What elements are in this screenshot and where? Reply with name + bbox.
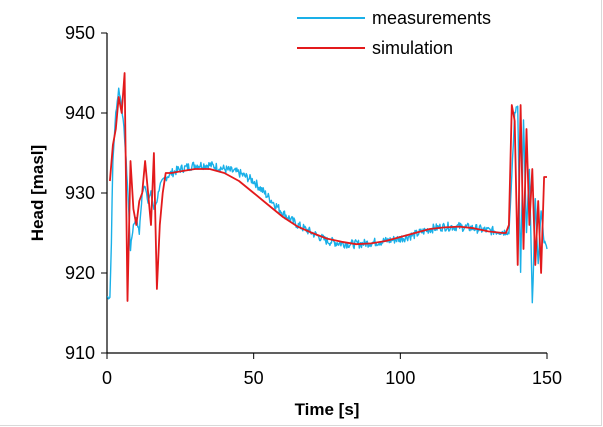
legend-label-measurements: measurements <box>372 8 491 28</box>
x-tick-label: 0 <box>102 368 112 388</box>
legend-label-simulation: simulation <box>372 38 453 58</box>
y-tick-label: 910 <box>65 343 95 363</box>
y-tick-label: 920 <box>65 263 95 283</box>
axes <box>101 32 548 359</box>
series-layer <box>107 72 548 304</box>
tick-labels: 910 920 930 940 950 0 50 100 150 <box>65 23 562 388</box>
x-tick-label: 150 <box>532 368 562 388</box>
y-tick-label: 950 <box>65 23 95 43</box>
series-line-simulation <box>109 72 547 302</box>
series-line-measurements <box>107 87 548 304</box>
legend: measurements simulation <box>297 8 491 58</box>
y-tick-label: 940 <box>65 103 95 123</box>
x-tick-label: 50 <box>244 368 264 388</box>
y-tick-label: 930 <box>65 183 95 203</box>
y-axis-title: Head [masl] <box>28 145 47 241</box>
x-axis-title: Time [s] <box>295 400 360 419</box>
x-tick-label: 100 <box>385 368 415 388</box>
